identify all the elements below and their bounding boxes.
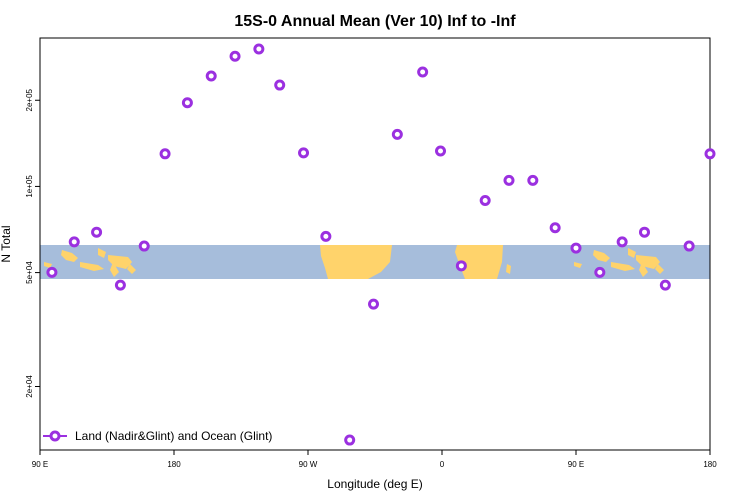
data-point [46, 266, 58, 278]
land-maritime-left [44, 248, 136, 277]
data-point [479, 194, 491, 206]
land-madagascar [506, 264, 511, 274]
y-tick-label: 5e+04 [25, 261, 34, 284]
map-band [40, 245, 710, 279]
data-point [594, 266, 606, 278]
legend: Land (Nadir&Glint) and Ocean (Glint) [43, 429, 272, 443]
data-point [181, 97, 193, 109]
data-point [91, 226, 103, 238]
data-point [435, 145, 447, 157]
x-tick-label: 90 E [568, 460, 584, 469]
y-tick-label: 2e+05 [25, 88, 34, 111]
x-tick-label: 180 [703, 460, 717, 469]
data-point [549, 222, 561, 234]
x-tick-label: 0 [440, 460, 445, 469]
data-point [320, 230, 332, 242]
x-tick-label: 90 E [32, 460, 48, 469]
chart-title: 15S-0 Annual Mean (Ver 10) Inf to -Inf [234, 13, 516, 30]
y-axis: 2e+04 5e+04 1e+05 2e+05 [25, 88, 40, 398]
data-point [138, 240, 150, 252]
data-point [616, 236, 628, 248]
data-point [527, 174, 539, 186]
land-maritime-right [574, 248, 664, 277]
data-point [659, 279, 671, 291]
land-south-america [320, 245, 392, 279]
data-point [368, 298, 380, 310]
legend-marker [49, 430, 61, 442]
data-point [704, 148, 716, 160]
plot-frame [39, 37, 711, 451]
data-points [46, 43, 716, 446]
data-point [455, 260, 467, 272]
data-point [159, 148, 171, 160]
data-point [570, 242, 582, 254]
x-tick-label: 180 [167, 460, 181, 469]
data-point [229, 50, 241, 62]
x-tick-label: 90 W [299, 460, 318, 469]
data-point [391, 128, 403, 140]
data-point [253, 43, 265, 55]
x-axis: 90 E 180 90 W 0 90 E 180 [32, 450, 717, 469]
data-point [298, 147, 310, 159]
data-point [274, 79, 286, 91]
data-point [114, 279, 126, 291]
data-point [205, 70, 217, 82]
y-tick-label: 1e+05 [25, 175, 34, 198]
y-axis-label: N Total [0, 225, 13, 262]
data-point [344, 434, 356, 446]
data-point [68, 236, 80, 248]
land-africa [455, 245, 503, 279]
y-tick-label: 2e+04 [25, 375, 34, 398]
x-axis-label: Longitude (deg E) [327, 477, 422, 491]
data-point [638, 226, 650, 238]
data-point [503, 174, 515, 186]
data-point [417, 66, 429, 78]
legend-label: Land (Nadir&Glint) and Ocean (Glint) [75, 429, 272, 443]
data-point [683, 240, 695, 252]
